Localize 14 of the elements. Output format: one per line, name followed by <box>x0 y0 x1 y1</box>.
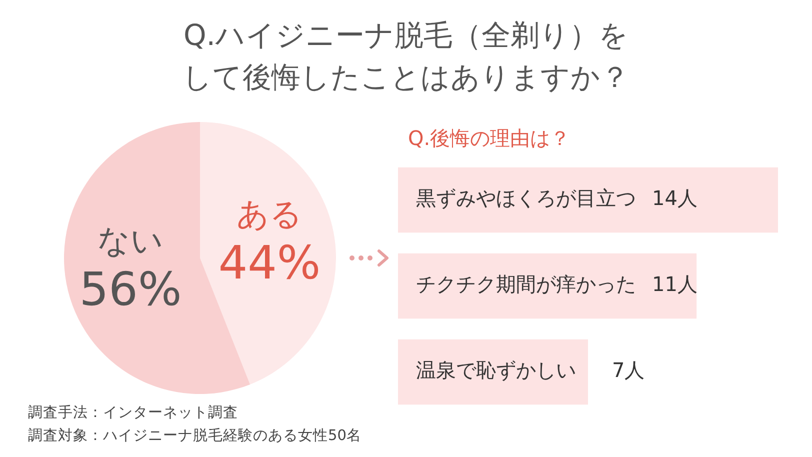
data-label: 7人 <box>612 358 645 382</box>
y-tick-label: チクチク期間が痒かった <box>416 272 636 296</box>
slice-label: ない <box>98 222 164 260</box>
y-tick-label: 温泉で恥ずかしい <box>416 358 596 382</box>
text: 調査手法：インターネット調査 <box>28 404 239 423</box>
slice-label: ある <box>236 195 302 234</box>
text: 調査対象：ハイジニーナ脱毛経験のある女性50名 <box>28 426 362 446</box>
data-label: 56% <box>79 262 182 316</box>
chart-title: Q.後悔の理由は？ <box>408 125 570 152</box>
data-label: 11人 <box>652 272 698 296</box>
data-label: 14人 <box>652 186 698 210</box>
text: Q.ハイジニーナ脱毛（全剃り）をして後悔したことはありますか？ <box>182 17 630 96</box>
y-tick-label: 黒ずみやほくろが目立つ <box>416 186 636 210</box>
data-label: 44% <box>218 236 321 290</box>
